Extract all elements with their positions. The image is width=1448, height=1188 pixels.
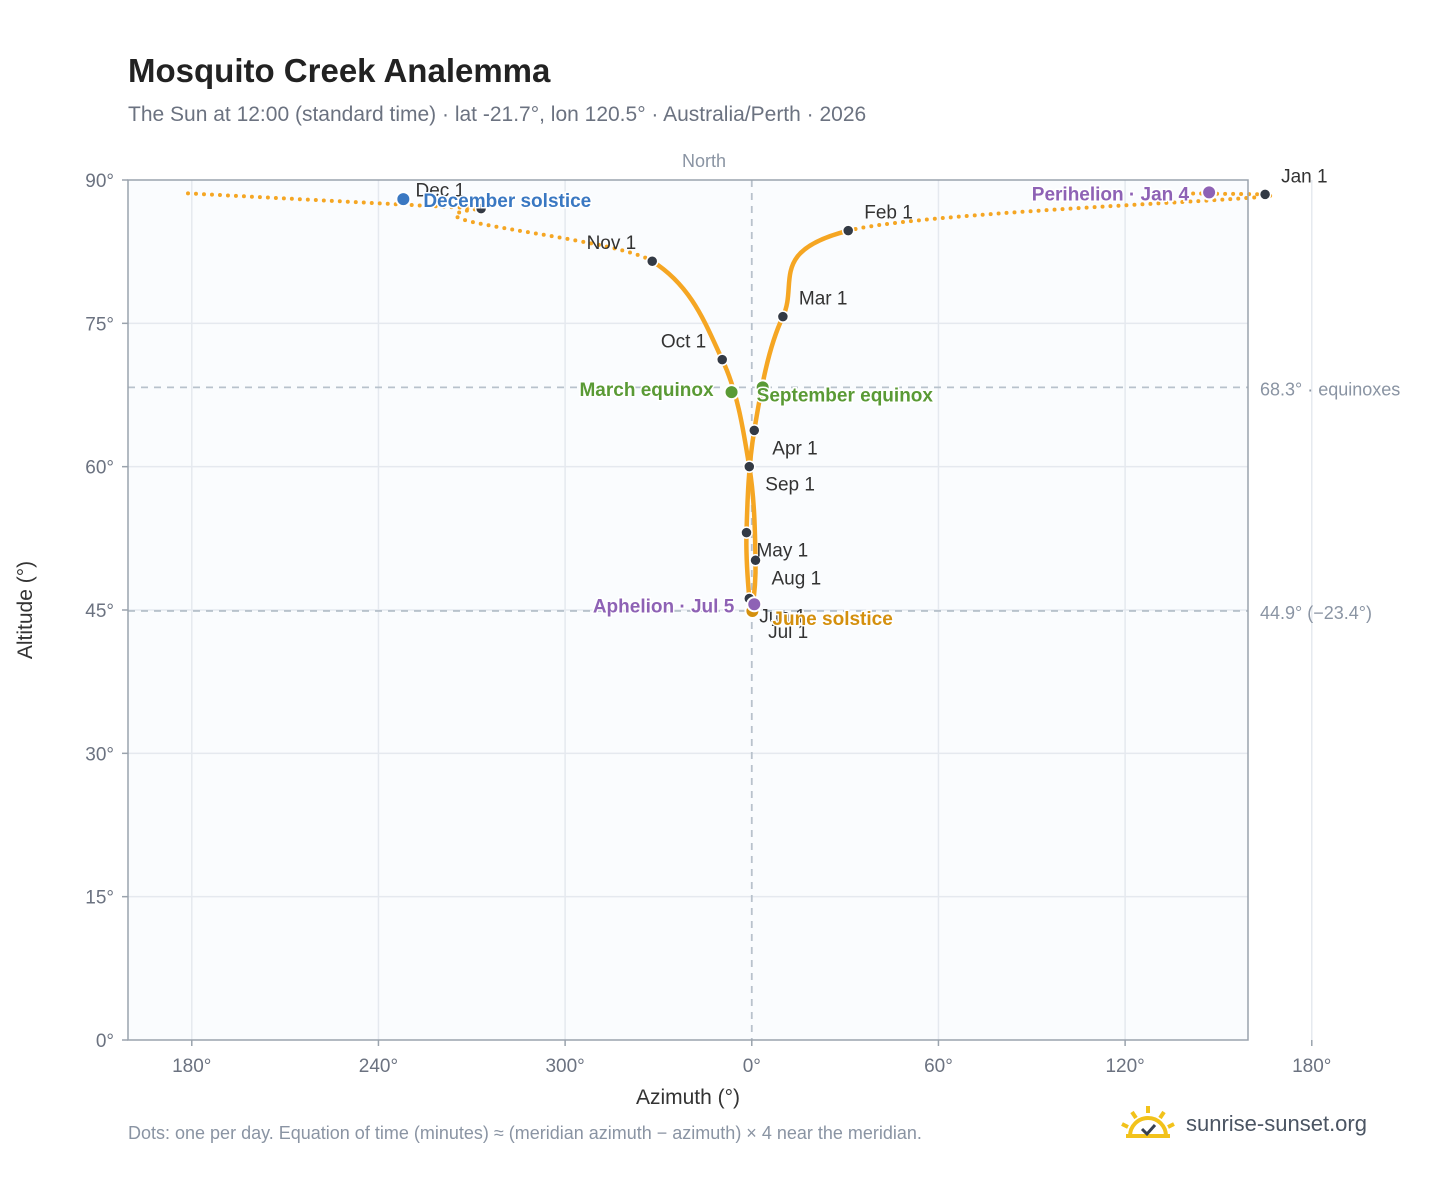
event-label: December solstice [423, 191, 591, 212]
brand-name: sunrise-sunset.org [1186, 1111, 1367, 1136]
markers [395, 184, 1272, 619]
x-tick-label: 180° [172, 1056, 211, 1077]
curve-segment [744, 428, 757, 535]
sun-check-icon [1121, 1106, 1175, 1138]
event-label: Aphelion · Jul 5 [593, 596, 735, 617]
y-tick-label: 75° [85, 314, 114, 335]
meridian-label: North [682, 151, 726, 171]
month-label: Nov 1 [587, 233, 637, 254]
month-label: Oct 1 [661, 332, 706, 353]
reference-line-label: 68.3° · equinoxes [1260, 379, 1400, 399]
x-tick-label: 120° [1105, 1056, 1144, 1077]
curve-segment [846, 192, 1274, 233]
event-label: June solstice [772, 609, 892, 630]
month-marker [749, 554, 762, 567]
y-tick-label: 0° [96, 1031, 114, 1052]
x-axis-title: Azimuth (°) [636, 1086, 740, 1109]
reference-line-label: 44.9° (−23.4°) [1260, 603, 1372, 623]
y-tick-label: 45° [85, 601, 114, 622]
curve-segment [719, 357, 752, 469]
axis-ticks: 180° 240° 300° 0° 60° 120° 180° 0° 15° 30° 45° 60° 7… [85, 171, 1331, 1077]
chart-subtitle: The Sun at 12:00 (standard time) · lat -… [128, 103, 867, 126]
event-marker [1201, 184, 1218, 201]
chart-title: Mosquito Creek Analemma [128, 52, 551, 89]
event-label: September equinox [757, 385, 934, 406]
event-label: March equinox [579, 380, 714, 401]
grid [128, 180, 1313, 1040]
month-label: Apr 1 [772, 438, 817, 459]
x-tick-label: 300° [545, 1056, 584, 1077]
y-tick-label: 30° [85, 744, 114, 765]
footnote: Dots: one per day. Equation of time (min… [128, 1123, 922, 1143]
curve-segment [453, 206, 655, 264]
brand[interactable]: sunrise-sunset.org [1120, 1100, 1367, 1148]
event-marker [746, 596, 763, 613]
month-label: Mar 1 [799, 289, 848, 310]
month-label: May 1 [756, 541, 808, 562]
month-label: Aug 1 [772, 568, 822, 589]
x-tick-label: 240° [359, 1056, 398, 1077]
x-tick-label: 0° [743, 1056, 761, 1077]
curve-segment [752, 314, 786, 433]
event-marker [754, 379, 771, 396]
month-marker [743, 460, 756, 473]
curve-segment [649, 258, 725, 362]
y-axis-title: Altitude (°) [14, 561, 37, 659]
month-marker [740, 526, 753, 539]
y-tick-label: 60° [85, 458, 114, 479]
x-tick-label: 180° [1292, 1056, 1331, 1077]
month-marker [841, 224, 855, 237]
month-marker [776, 310, 790, 323]
curve-tail-right [1186, 191, 1268, 197]
month-marker [1258, 188, 1272, 201]
x-tick-label: 60° [924, 1056, 953, 1077]
curve-segment [747, 464, 758, 563]
month-marker [748, 424, 761, 437]
month-marker [715, 353, 729, 366]
month-label: Dec 1 [415, 181, 465, 202]
month-label: Jun 1 [759, 607, 805, 628]
event-marker [395, 191, 412, 208]
event-label: Perihelion · Jan 4 [1032, 184, 1190, 205]
event-marker [723, 384, 740, 401]
month-label: Jul 1 [768, 622, 808, 643]
month-marker [474, 202, 488, 215]
curve-segment [780, 228, 851, 319]
y-tick-label: 90° [85, 171, 114, 192]
month-label: Jan 1 [1281, 166, 1327, 187]
curve-tail-left [186, 191, 484, 211]
y-tick-label: 15° [85, 888, 114, 909]
month-marker [645, 254, 659, 268]
month-label: Feb 1 [864, 203, 913, 224]
reference-lines: 68.3° · equinoxes 44.9° (−23.4°) [128, 180, 1400, 1040]
month-label: Sep 1 [765, 475, 815, 496]
